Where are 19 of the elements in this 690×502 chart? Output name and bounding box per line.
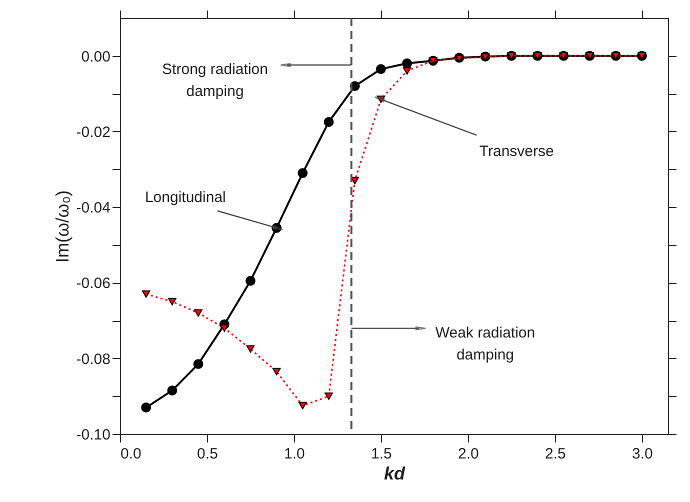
annotation: Longitudinal bbox=[144, 188, 226, 206]
x-tick-label: 3.0 bbox=[632, 446, 653, 462]
x-tick-label: 1.5 bbox=[371, 446, 392, 462]
annotation: Transverse bbox=[479, 143, 554, 160]
annotation: Weak radiation damping bbox=[435, 324, 536, 364]
x-tick-label: 1.0 bbox=[284, 446, 305, 462]
annotation: Strong radiation damping bbox=[162, 61, 268, 100]
y-tick-label: -0.02 bbox=[76, 124, 110, 141]
x-tick-label: 2.0 bbox=[458, 446, 479, 462]
x-tick-label: 2.5 bbox=[544, 446, 566, 462]
y-tick-label: -0.04 bbox=[76, 200, 110, 217]
y-tick-label: -0.08 bbox=[76, 350, 110, 368]
y-tick-label: 0.00 bbox=[81, 48, 110, 66]
y-axis-title: Im(ω/ω₀) bbox=[52, 190, 72, 263]
y-tick-label: -0.06 bbox=[76, 275, 110, 292]
y-tick-label: -0.10 bbox=[76, 426, 110, 444]
x-axis-title: kd bbox=[384, 464, 406, 484]
x-tick-label: 0.0 bbox=[120, 446, 142, 462]
x-tick-label: 0.5 bbox=[197, 446, 218, 462]
